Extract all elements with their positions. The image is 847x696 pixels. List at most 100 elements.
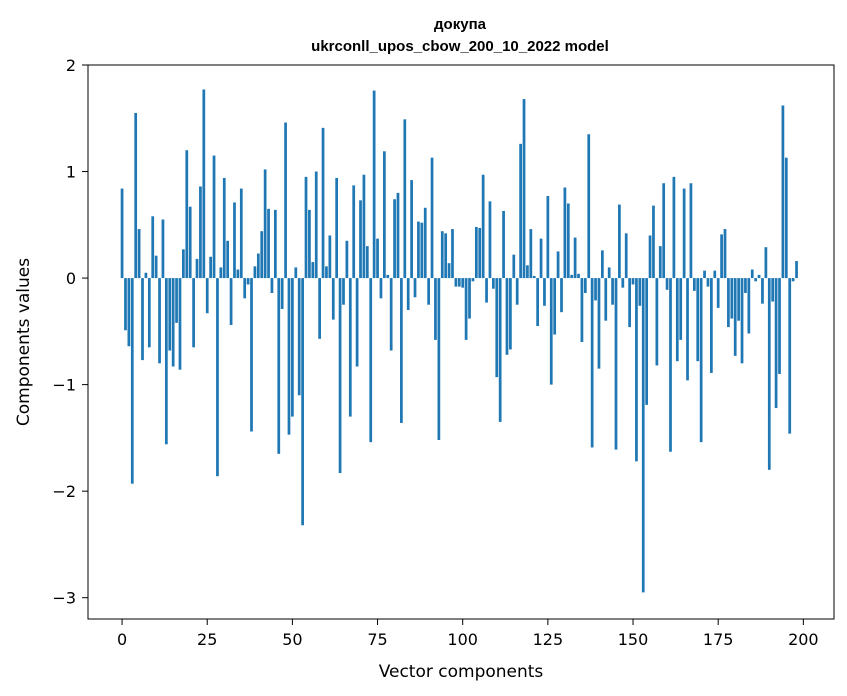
bar xyxy=(314,171,318,279)
y-tick-label: 2 xyxy=(66,56,76,75)
bar xyxy=(168,278,172,351)
bar xyxy=(512,254,516,279)
bar xyxy=(318,278,321,339)
bar xyxy=(549,278,553,385)
bar xyxy=(652,205,655,279)
bar xyxy=(410,180,413,279)
bar xyxy=(325,266,328,279)
bar xyxy=(706,278,710,287)
bar xyxy=(359,200,362,279)
bar xyxy=(273,209,277,279)
bar xyxy=(277,278,281,454)
x-tick-label: 100 xyxy=(447,630,478,649)
bar xyxy=(495,278,499,378)
bar xyxy=(689,183,693,279)
bar xyxy=(577,273,580,279)
bar xyxy=(440,231,444,279)
y-tick-label: 1 xyxy=(66,163,76,182)
x-tick-label: 175 xyxy=(703,630,734,649)
x-axis-ticks: 0 25 50 75 100 125 150 175 200 xyxy=(117,619,819,649)
bar xyxy=(355,278,359,367)
bar xyxy=(127,278,131,347)
bar xyxy=(733,278,737,356)
bar xyxy=(178,278,182,370)
bar xyxy=(243,278,247,299)
bar xyxy=(648,235,652,279)
bar xyxy=(386,274,390,279)
bar xyxy=(413,278,417,298)
bar xyxy=(498,278,502,422)
bar xyxy=(587,134,591,279)
bar xyxy=(556,251,560,279)
bar xyxy=(348,278,352,417)
bar xyxy=(130,278,134,484)
bar xyxy=(427,278,431,305)
bar xyxy=(716,278,720,308)
bar xyxy=(154,255,158,279)
bar xyxy=(396,192,400,279)
y-axis-ticks: −3 −2 −1 0 1 2 xyxy=(52,56,88,608)
bar xyxy=(423,207,427,279)
bar xyxy=(192,278,195,348)
bar xyxy=(161,219,165,279)
bar xyxy=(505,278,509,355)
x-tick-label: 0 xyxy=(117,630,127,649)
bar xyxy=(216,278,219,477)
bar xyxy=(144,272,148,279)
bar xyxy=(202,89,206,279)
bar xyxy=(699,278,703,443)
bar xyxy=(601,250,604,279)
bar xyxy=(767,278,771,470)
bar xyxy=(164,278,168,445)
bar xyxy=(321,127,325,279)
bar xyxy=(645,278,649,405)
bar xyxy=(614,278,618,450)
bar xyxy=(379,278,383,299)
bar xyxy=(280,278,284,309)
bar xyxy=(543,278,546,306)
bar xyxy=(624,233,628,279)
bar xyxy=(781,105,785,279)
bar xyxy=(788,278,792,434)
bar xyxy=(195,258,199,279)
bar xyxy=(345,240,349,279)
x-tick-label: 25 xyxy=(197,630,217,649)
y-tick-label: −3 xyxy=(52,589,76,608)
plot-frame xyxy=(87,64,835,620)
bar xyxy=(335,177,339,279)
bar xyxy=(236,269,240,279)
bar xyxy=(481,174,485,279)
bar xyxy=(464,278,468,340)
bar-series xyxy=(120,89,798,593)
bar xyxy=(665,278,669,290)
bar xyxy=(744,278,747,293)
bar xyxy=(468,278,471,319)
bar xyxy=(778,278,781,374)
x-tick-label: 75 xyxy=(367,630,387,649)
bar xyxy=(740,278,744,364)
bar xyxy=(502,210,505,279)
bar xyxy=(621,278,625,288)
bar xyxy=(301,278,304,526)
bar xyxy=(400,278,403,423)
bar xyxy=(454,278,458,287)
bar xyxy=(553,278,557,335)
bar xyxy=(723,229,727,279)
bar xyxy=(389,278,393,351)
bar xyxy=(641,278,645,593)
bar xyxy=(583,278,587,293)
bar xyxy=(573,237,577,279)
bar xyxy=(635,278,638,462)
bar xyxy=(747,278,751,334)
bar xyxy=(229,278,233,325)
bar xyxy=(730,278,734,319)
bar xyxy=(256,253,260,279)
bar xyxy=(362,174,366,279)
bar xyxy=(199,186,202,279)
bar xyxy=(137,229,141,279)
bar xyxy=(417,221,420,279)
bar xyxy=(761,278,764,304)
bar xyxy=(713,270,717,279)
